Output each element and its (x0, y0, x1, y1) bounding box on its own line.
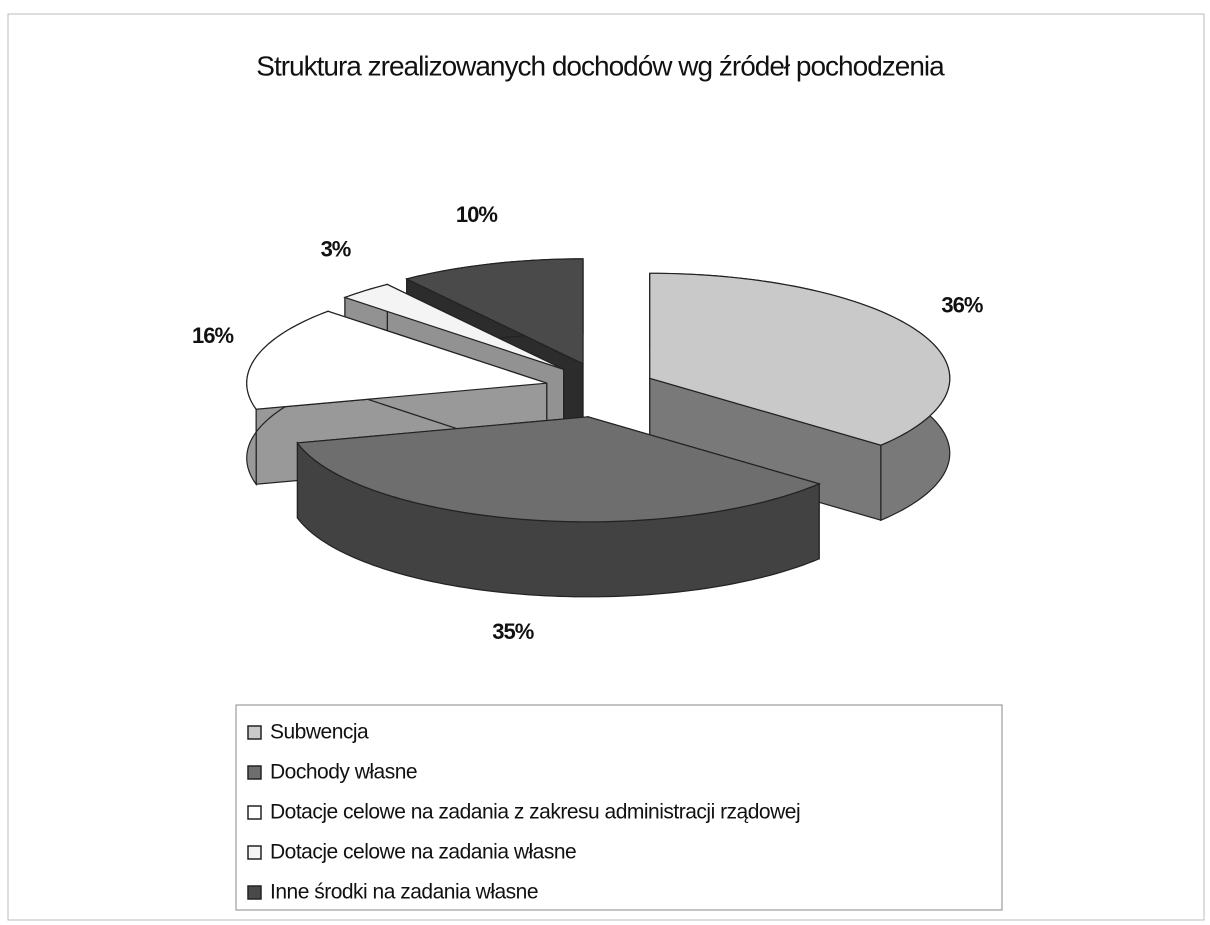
legend-label: Dotacje celowe na zadania własne (270, 841, 576, 864)
slice (246, 310, 547, 410)
slice (296, 416, 821, 523)
chart-frame (7, 13, 1205, 921)
value-label: 35% (492, 619, 533, 644)
value-label: 3% (321, 236, 351, 261)
legend-label: Dotacje celowe na zadania z zakresu admi… (270, 801, 800, 824)
slice (343, 283, 564, 370)
value-label: 36% (941, 292, 982, 317)
value-label: 10% (456, 202, 497, 227)
chart-title: Struktura zrealizowanych dochodów wg źró… (256, 50, 945, 81)
legend-swatch (247, 725, 262, 740)
legend-label: Inne środki na zadania własne (270, 881, 538, 904)
legend-swatch (247, 885, 262, 900)
legend-swatch (247, 805, 262, 820)
legend-swatch (247, 765, 262, 780)
legend-swatch (247, 845, 262, 860)
value-label: 16% (192, 323, 233, 348)
legend-box (235, 704, 1003, 911)
legend-label: Subwencja (270, 721, 369, 744)
legend-label: Dochody własne (270, 761, 417, 784)
slice (404, 258, 584, 365)
slice (649, 272, 951, 446)
